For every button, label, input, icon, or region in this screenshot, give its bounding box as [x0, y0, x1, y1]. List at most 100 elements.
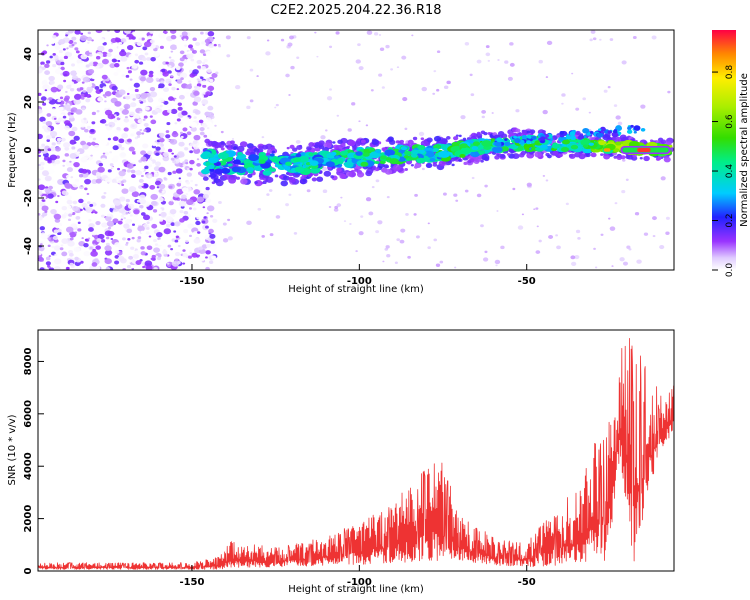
- spectral-speckle: [329, 45, 333, 49]
- spectral-speckle: [171, 152, 174, 155]
- spectral-speckle: [69, 160, 72, 163]
- spectral-speckle: [213, 43, 217, 47]
- spectral-speckle: [196, 196, 205, 203]
- spectral-speckle: [197, 181, 205, 187]
- spectral-speckle: [41, 143, 46, 147]
- spectral-speckle: [512, 187, 516, 191]
- spectral-speckle: [186, 172, 193, 177]
- spectral-blob: [384, 149, 396, 156]
- spectral-blob: [201, 168, 210, 175]
- spectral-speckle: [632, 35, 637, 40]
- spectral-speckle: [137, 236, 142, 240]
- spectral-speckle: [116, 89, 120, 92]
- spectral-speckle: [154, 108, 159, 112]
- spectral-speckle: [433, 70, 437, 73]
- spectral-speckle: [153, 247, 161, 253]
- spectral-speckle: [100, 214, 105, 218]
- spectral-speckle: [176, 188, 184, 195]
- spectral-speckle: [42, 120, 47, 124]
- spectral-speckle: [351, 102, 356, 106]
- spectral-speckle: [159, 137, 165, 143]
- spectral-speckle: [246, 105, 251, 110]
- spectral-blob: [208, 156, 219, 164]
- spectral-speckle: [168, 56, 172, 59]
- spectral-speckle: [52, 235, 59, 241]
- spectral-speckle: [236, 145, 245, 153]
- spectral-speckle: [542, 174, 546, 177]
- spectral-speckle: [335, 31, 340, 35]
- spectral-speckle: [107, 213, 111, 217]
- spectral-speckle: [354, 168, 359, 172]
- spectral-speckle: [89, 203, 94, 207]
- spectral-speckle: [54, 223, 61, 229]
- spectral-speckle: [487, 59, 491, 62]
- spectral-speckle: [158, 83, 165, 89]
- spectral-speckle: [120, 55, 128, 62]
- spectral-speckle: [114, 62, 120, 68]
- spectral-speckle: [201, 220, 206, 224]
- spectral-speckle: [98, 162, 104, 167]
- spectral-speckle: [39, 243, 43, 246]
- spectral-speckle: [438, 160, 447, 167]
- x-tick-label: -150: [179, 276, 204, 287]
- spectral-speckle: [296, 56, 300, 59]
- spectral-speckle: [78, 173, 84, 178]
- spectral-speckle: [373, 32, 379, 36]
- spectral-blob: [615, 141, 622, 146]
- spectrogram-panel: -150 -100 -50 -40 -20 0 20 40 Height of straig…: [7, 29, 675, 295]
- spectral-blob: [355, 151, 363, 156]
- spectral-speckle: [170, 222, 176, 227]
- spectral-speckle: [134, 118, 138, 122]
- spectral-speckle: [100, 139, 108, 146]
- spectral-speckle: [177, 244, 181, 248]
- spectral-speckle: [157, 196, 164, 203]
- spectral-speckle: [80, 123, 86, 128]
- spectral-speckle: [191, 49, 197, 54]
- spectral-speckle: [269, 233, 274, 237]
- spectral-speckle: [151, 254, 156, 259]
- spectral-speckle: [136, 199, 141, 203]
- spectral-speckle: [45, 60, 51, 64]
- spectral-speckle: [75, 109, 83, 115]
- spectral-speckle: [53, 258, 62, 265]
- spectral-blob: [599, 126, 606, 132]
- spectral-speckle: [384, 168, 393, 175]
- spectral-speckle: [114, 37, 121, 43]
- spectral-peak: [603, 148, 611, 152]
- spectral-speckle: [138, 178, 144, 183]
- spectral-speckle: [134, 250, 141, 255]
- spectral-blob: [562, 139, 570, 145]
- spectral-speckle: [81, 202, 88, 208]
- spectral-speckle: [47, 237, 51, 240]
- spectral-speckle: [39, 116, 46, 122]
- spectral-speckle: [517, 225, 524, 230]
- spectral-speckle: [210, 240, 215, 244]
- spectral-speckle: [126, 163, 134, 169]
- spectral-speckle: [68, 213, 73, 217]
- spectral-blob: [588, 142, 594, 146]
- spectral-speckle: [469, 73, 473, 77]
- spectral-speckle: [640, 104, 646, 109]
- y-tick-label: -20: [23, 189, 34, 207]
- spectral-speckle: [289, 35, 294, 40]
- spectral-speckle: [146, 245, 153, 251]
- spectral-speckle: [83, 117, 87, 121]
- spectral-speckle: [208, 43, 215, 49]
- spectral-blob: [612, 129, 618, 134]
- spectral-speckle: [78, 198, 84, 204]
- spectral-speckle: [628, 248, 632, 251]
- spectral-speckle: [67, 30, 74, 34]
- spectral-speckle: [643, 232, 649, 236]
- spectral-speckle: [274, 106, 277, 109]
- spectral-blob: [494, 141, 502, 147]
- spectral-speckle: [227, 236, 233, 241]
- spectral-blob: [570, 135, 576, 141]
- spectral-speckle: [289, 144, 295, 149]
- spectral-speckle: [196, 158, 200, 161]
- spectral-speckle: [61, 238, 69, 245]
- spectral-speckle: [196, 78, 200, 81]
- spectral-speckle: [139, 204, 144, 209]
- spectral-speckle: [314, 144, 319, 149]
- y-tick-label: 8000: [23, 347, 34, 375]
- spectral-speckle: [385, 245, 390, 249]
